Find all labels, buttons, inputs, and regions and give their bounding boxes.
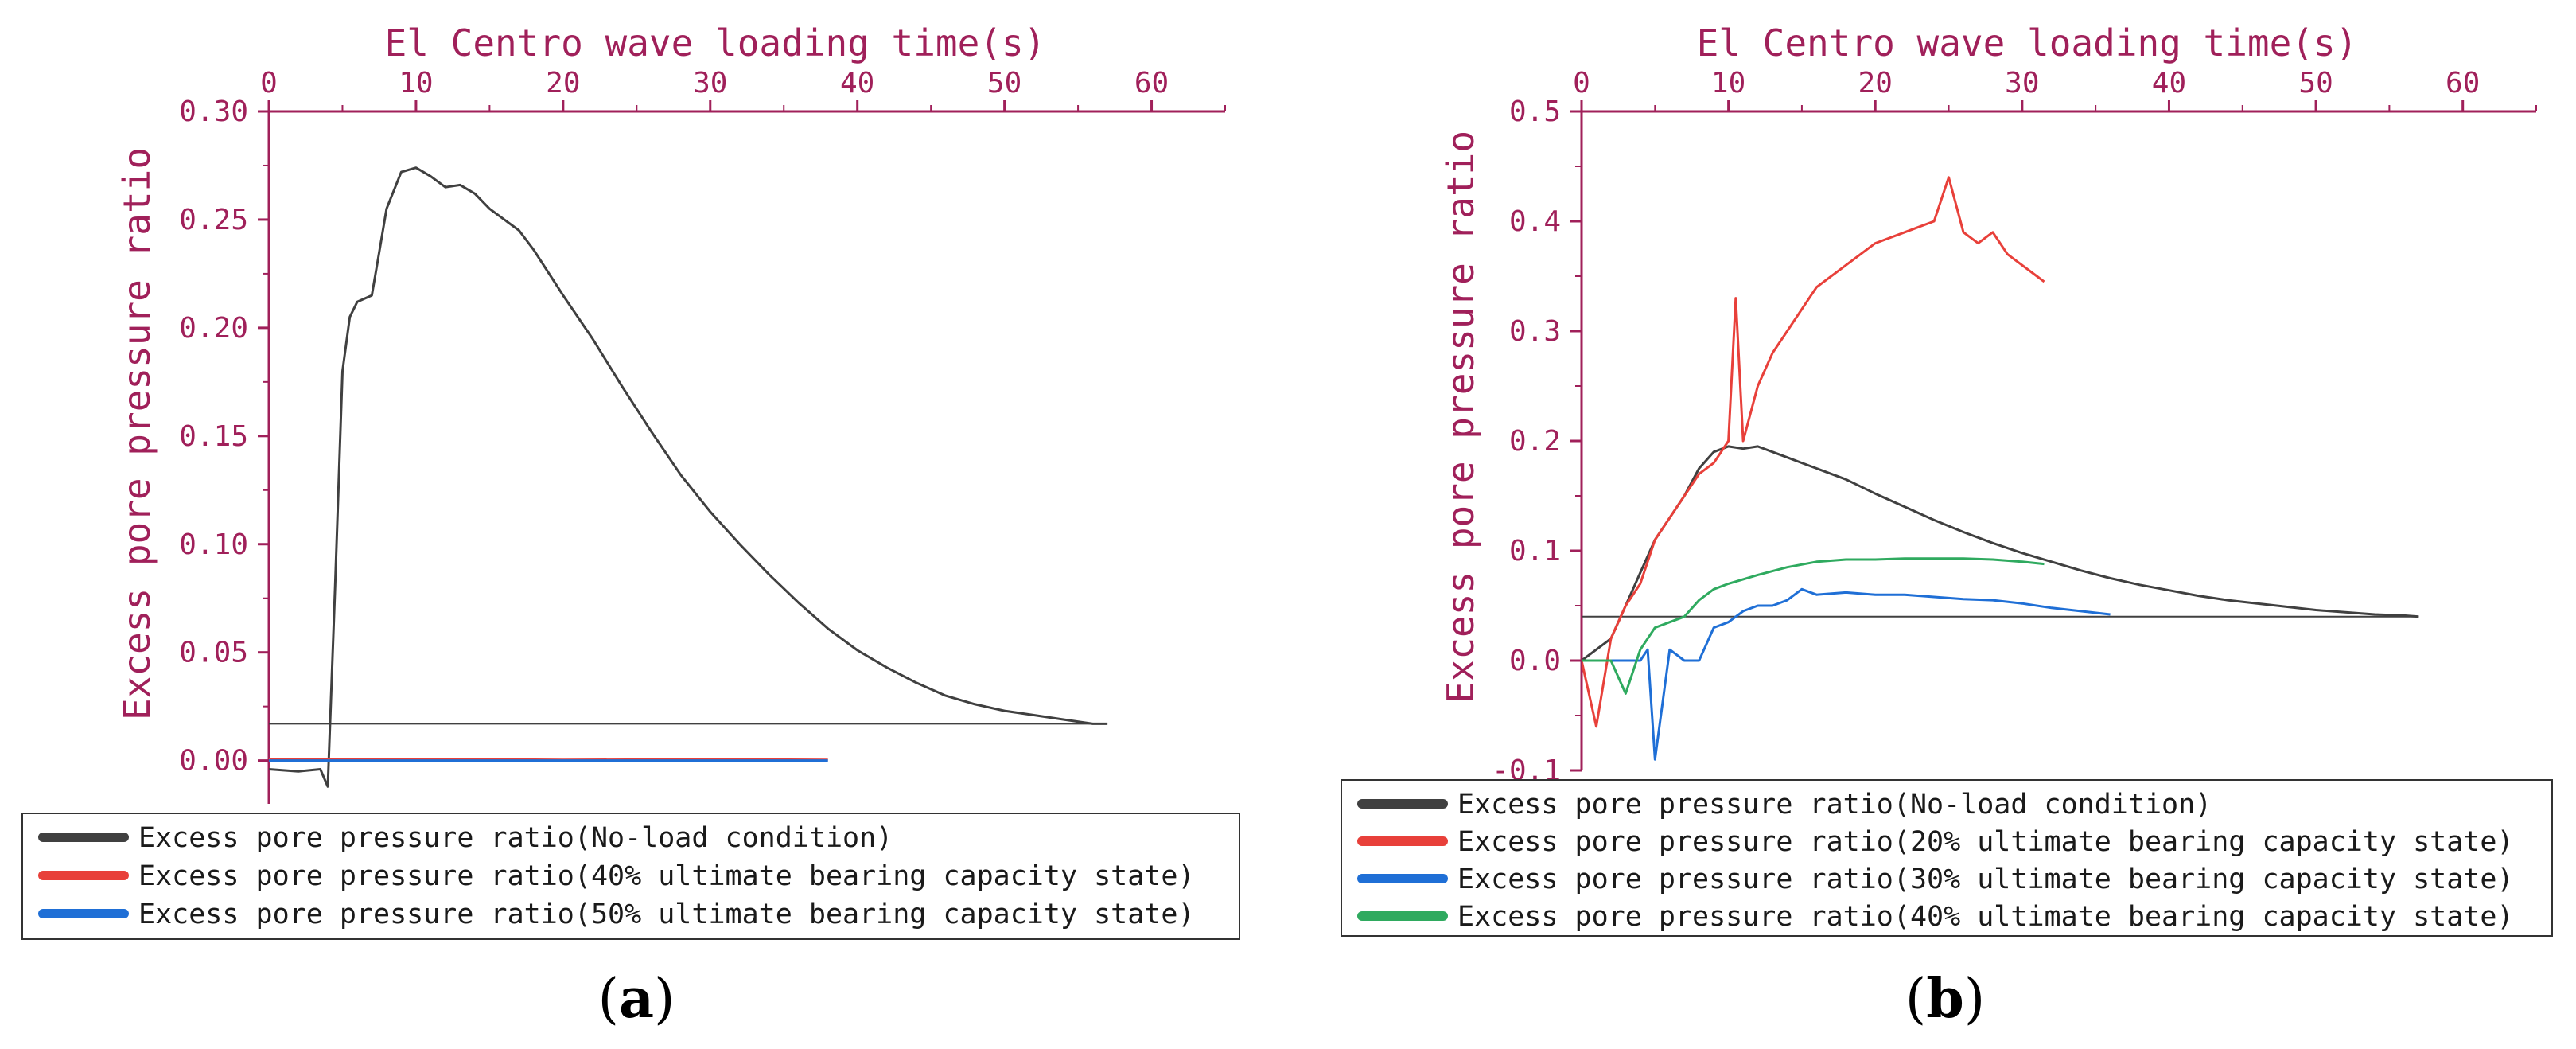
y-tick-label: 0.2 [1509, 425, 1561, 458]
series-line-red [1582, 176, 2045, 728]
panel-a: 0 10 20 30 40 50 60 0.00 0.05 0.10 0.15 0.20 0.25 0.3… [21, 21, 1240, 1031]
x-tick-label: 0 [260, 67, 278, 99]
x-tick-label: 0 [1573, 67, 1590, 99]
y-axis-title: Excess pore pressure ratio [1439, 131, 1482, 704]
plot-area [269, 166, 1108, 788]
legend-entry: Excess pore pressure ratio(40% ultimate … [138, 860, 1195, 892]
legend-box [21, 813, 1240, 940]
series-line-blue [1582, 587, 2111, 761]
legend-entry: Excess pore pressure ratio(40% ultimate … [1457, 901, 2514, 933]
x-tick-label: 30 [2005, 67, 2039, 99]
x-tick-label: 60 [2446, 67, 2480, 99]
plot-area [1582, 176, 2419, 761]
x-tick-label: 20 [1858, 67, 1893, 99]
x-tick-label: 10 [1711, 67, 1745, 99]
x-tick-label: 50 [2298, 67, 2333, 99]
y-tick-label: 0.3 [1509, 315, 1561, 348]
y-tick-label: 0.1 [1509, 535, 1561, 567]
panel-label: (b) [1905, 967, 1986, 1031]
legend-entry: Excess pore pressure ratio(20% ultimate … [1457, 826, 2514, 858]
legend-entry: Excess pore pressure ratio(30% ultimate … [1457, 864, 2514, 895]
y-tick-label: 0.30 [179, 96, 248, 128]
y-tick-label: 0.5 [1509, 96, 1561, 128]
x-tick-label: 10 [399, 67, 433, 99]
y-tick-label: 0.00 [179, 745, 248, 778]
y-tick-label: 0.25 [179, 204, 248, 236]
legend-entry: Excess pore pressure ratio(No-load condi… [138, 822, 893, 854]
legend-entry: Excess pore pressure ratio(No-load condi… [1457, 789, 2212, 821]
y-tick-label: 0.15 [179, 420, 248, 453]
series-line-no_load [269, 166, 1108, 788]
x-axis-title: El Centro wave loading time(s) [385, 21, 1046, 64]
series-line-no_load [1582, 445, 2419, 662]
x-axis-title: El Centro wave loading time(s) [1697, 21, 2358, 64]
series-line-green [1582, 557, 2045, 695]
panel-b: 0 10 20 30 40 50 60-0.10.00.10.20.30.40.5El Ce… [1341, 21, 2553, 1031]
panel-label: (a) [597, 967, 675, 1031]
y-axis-title: Excess pore pressure ratio [115, 147, 158, 720]
x-tick-label: 30 [693, 67, 727, 99]
legend-box [1341, 779, 2553, 937]
x-tick-label: 50 [987, 67, 1021, 99]
x-tick-label: 40 [2152, 67, 2186, 99]
legend-entry: Excess pore pressure ratio(50% ultimate … [138, 899, 1195, 930]
x-tick-label: 20 [546, 67, 580, 99]
y-tick-label: 0.20 [179, 312, 248, 345]
y-tick-label: 0.4 [1509, 205, 1561, 238]
y-tick-label: 0.05 [179, 637, 248, 669]
x-tick-label: 40 [840, 67, 874, 99]
y-tick-label: 0.0 [1509, 645, 1561, 677]
x-tick-label: 60 [1134, 67, 1169, 99]
y-tick-label: 0.10 [179, 528, 248, 561]
